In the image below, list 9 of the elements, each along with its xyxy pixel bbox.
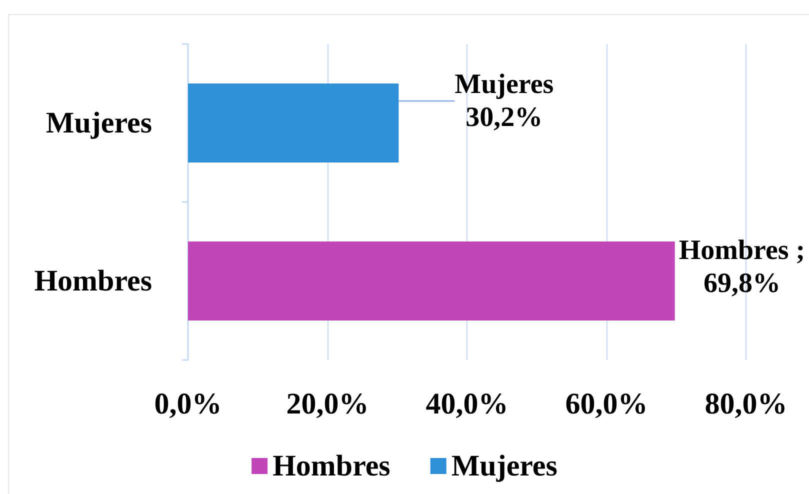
x-tick-label: 0,0% — [154, 388, 222, 420]
x-tick-label: 40,0% — [426, 388, 508, 420]
x-tick-label: 60,0% — [565, 388, 648, 420]
data-label: Hombres ; 69,8% — [678, 235, 806, 299]
data-label: Mujeres 30,2% — [454, 69, 554, 133]
legend-label: Hombres — [272, 450, 390, 482]
x-tick-label: 80,0% — [704, 388, 788, 420]
x-tick-label: 20,0% — [286, 388, 369, 420]
legend-label: Mujeres — [451, 450, 558, 482]
